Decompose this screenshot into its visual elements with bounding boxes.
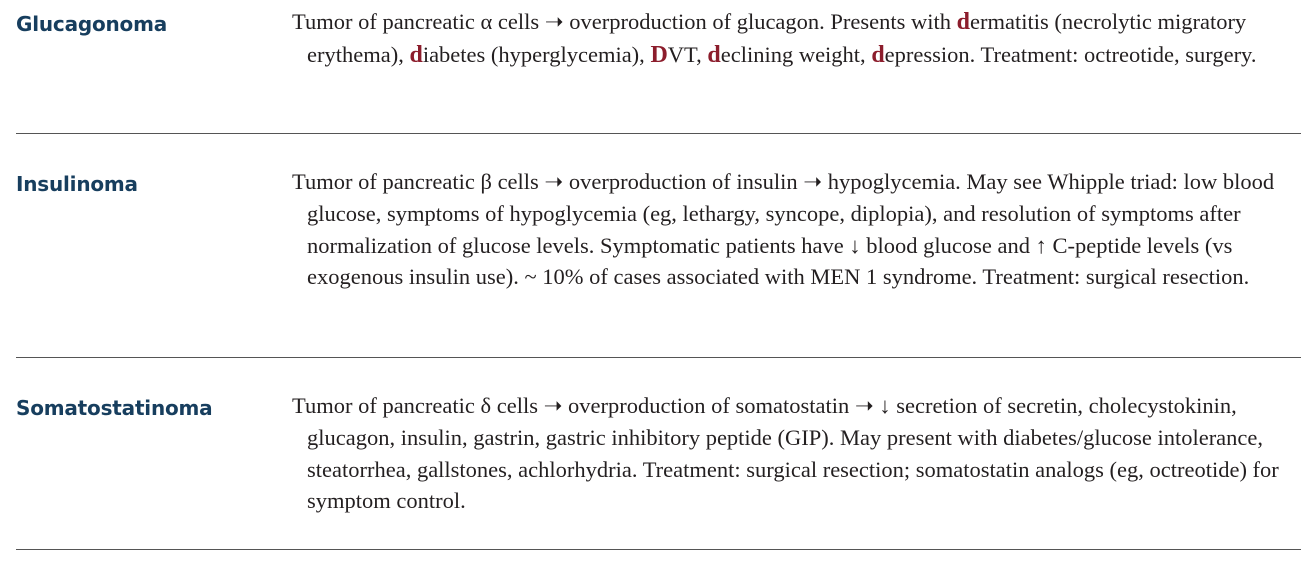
mnemonic-letter: D — [650, 41, 668, 68]
term-description: Tumor of pancreatic δ cells ➝ overproduc… — [292, 390, 1297, 517]
description-text: VT, — [667, 41, 708, 67]
divider — [16, 549, 1301, 550]
description-text: ermatitis (necrolytic migratory erythema… — [307, 9, 1247, 67]
divider — [16, 133, 1301, 134]
description-text: Tumor of pancreatic δ cells ➝ overproduc… — [292, 393, 1279, 514]
mnemonic-letter: d — [871, 41, 885, 68]
term-title: Glucagonoma — [16, 12, 168, 36]
mnemonic-letter: d — [956, 9, 971, 35]
description-text: epression. Treatment: octreotide, surger… — [884, 41, 1257, 67]
description-text: Tumor of pancreatic β cells ➝ overproduc… — [292, 169, 1275, 290]
description-text: iabetes (hyperglycemia), — [422, 41, 651, 67]
divider — [16, 357, 1301, 358]
mnemonic-letter: d — [409, 41, 423, 68]
term-title: Somatostatinoma — [16, 396, 213, 420]
description-text: eclining weight, — [720, 41, 872, 67]
mnemonic-letter: d — [707, 41, 721, 68]
term-title: Insulinoma — [16, 172, 138, 196]
term-description: Tumor of pancreatic α cells ➝ overproduc… — [292, 6, 1297, 72]
term-description: Tumor of pancreatic β cells ➝ overproduc… — [292, 166, 1297, 293]
description-text: Tumor of pancreatic α cells ➝ overproduc… — [292, 9, 957, 34]
